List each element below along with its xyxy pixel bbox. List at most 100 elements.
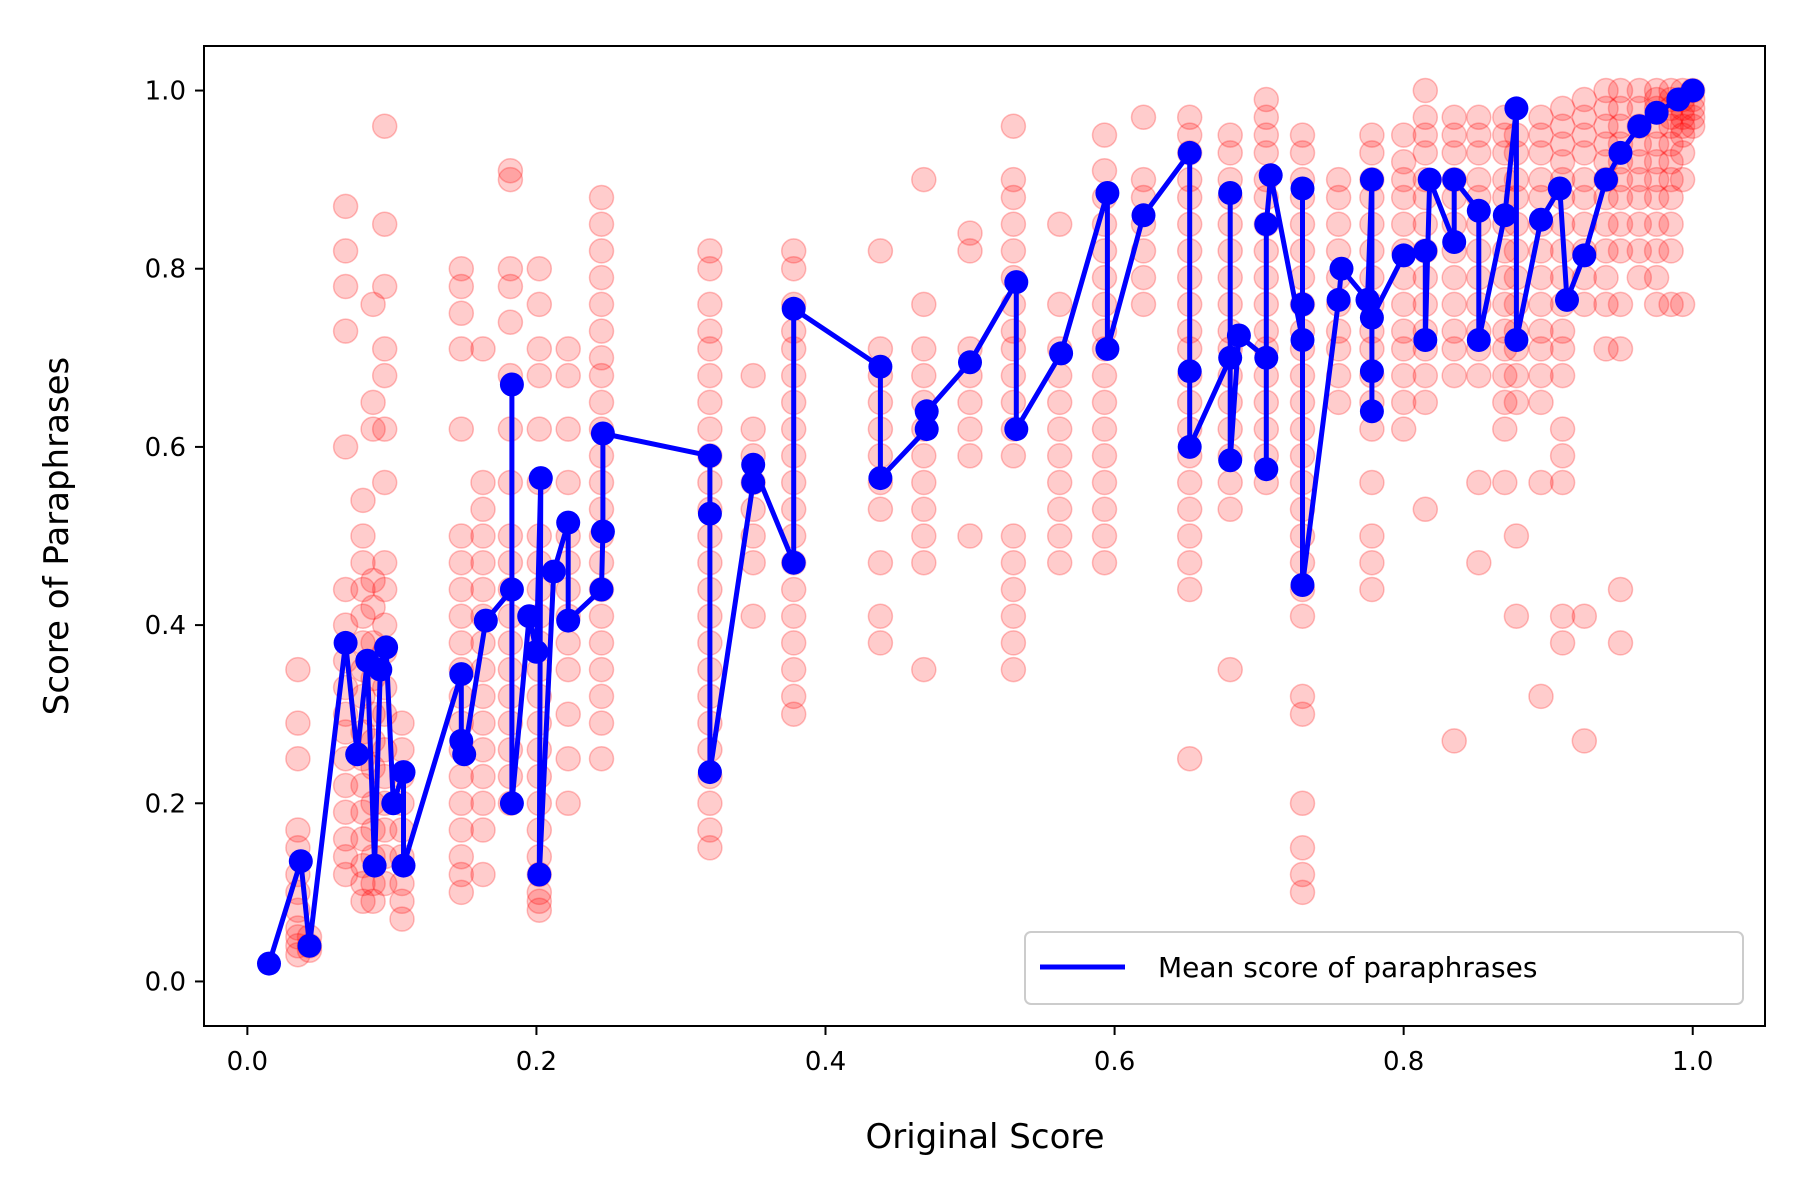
scatter-point: [350, 549, 376, 576]
scatter-point: [588, 184, 615, 211]
scatter-point: [1549, 443, 1576, 469]
mean-point: [1359, 359, 1384, 384]
scatter-point: [1390, 389, 1417, 416]
scatter-point: [1253, 140, 1280, 166]
scatter-point: [1176, 745, 1203, 772]
scatter-point: [911, 336, 937, 362]
mean-point: [257, 951, 281, 976]
mean-point: [1417, 167, 1442, 192]
scatter-point: [867, 630, 894, 656]
scatter-point: [1528, 140, 1554, 166]
scatter-point: [526, 416, 553, 442]
mean-point: [1594, 167, 1618, 192]
scatter-point: [1130, 104, 1157, 131]
mean-point: [381, 791, 406, 816]
scatter-point: [470, 469, 496, 496]
scatter-point: [1503, 523, 1530, 549]
scatter-point: [911, 549, 937, 576]
mean-point: [868, 354, 893, 379]
scatter-point: [1046, 469, 1073, 496]
scatter-point: [1607, 95, 1634, 122]
scatter-point: [1658, 184, 1684, 211]
scatter-point: [1091, 122, 1118, 148]
scatter-point: [1658, 211, 1684, 237]
scatter-point: [957, 523, 983, 549]
mean-point: [1413, 238, 1438, 263]
scatter-point: [1441, 264, 1467, 291]
mean-point: [1004, 417, 1029, 442]
scatter-point: [1412, 140, 1439, 166]
mean-point: [741, 452, 766, 477]
mean-point: [1131, 203, 1156, 228]
mean-point: [697, 443, 722, 468]
scatter-point: [350, 523, 376, 549]
scatter-point: [1412, 77, 1439, 104]
mean-point: [374, 635, 399, 660]
scatter-point: [448, 817, 475, 843]
scatter-point: [1626, 77, 1653, 104]
mean-point: [449, 662, 474, 687]
scatter-point: [1643, 291, 1670, 318]
mean-point: [524, 639, 549, 664]
scatter-point: [285, 817, 311, 843]
scatter-point: [360, 291, 386, 318]
scatter-point: [1643, 149, 1670, 175]
scatter-point: [911, 362, 937, 389]
scatter-point: [555, 336, 581, 362]
scatter-point: [867, 238, 894, 264]
scatter-point: [867, 496, 894, 523]
mean-point: [914, 417, 939, 442]
scatter-point: [1000, 603, 1027, 629]
mean-point: [781, 550, 806, 575]
scatter-point: [1091, 362, 1118, 389]
scatter-point: [697, 318, 723, 344]
mean-point: [1004, 270, 1029, 295]
scatter-point: [1528, 683, 1554, 710]
scatter-point: [470, 817, 496, 843]
scatter-point: [1571, 603, 1598, 629]
scatter-point: [1325, 184, 1352, 211]
mean-point: [1547, 176, 1572, 201]
scatter-point: [1091, 291, 1118, 318]
scatter-point: [1492, 416, 1518, 442]
scatter-point: [588, 389, 615, 416]
scatter-point: [1441, 728, 1467, 754]
scatter-point: [1643, 131, 1670, 157]
scatter-point: [497, 157, 524, 184]
scatter-point: [360, 567, 386, 594]
scatter-point: [1549, 416, 1576, 442]
scatter-point: [448, 843, 475, 870]
scatter-point: [588, 362, 615, 389]
mean-point: [1442, 167, 1467, 192]
scatter-point: [1390, 362, 1417, 389]
y-tick-label: 0.6: [145, 433, 186, 463]
mean-point: [1492, 203, 1517, 228]
scatter-point: [1571, 86, 1598, 113]
scatter-point: [526, 336, 553, 362]
scatter-point: [1528, 389, 1554, 416]
scatter-point: [588, 238, 615, 264]
scatter-point: [957, 238, 983, 264]
scatter-point: [1000, 211, 1027, 237]
scatter-point: [1176, 523, 1203, 549]
mean-point: [1226, 323, 1251, 348]
scatter-point: [1643, 211, 1670, 237]
scatter-point: [448, 273, 475, 300]
scatter-point: [1359, 140, 1385, 166]
scatter-point: [555, 469, 581, 496]
mean-point: [541, 559, 566, 584]
scatter-point: [332, 772, 359, 799]
mean-point: [288, 849, 313, 874]
scatter-point: [470, 523, 496, 549]
scatter-point: [1549, 362, 1576, 389]
x-tick-label: 0.4: [805, 1047, 846, 1077]
scatter-point: [1549, 95, 1576, 122]
scatter-point: [697, 255, 723, 282]
scatter-point: [285, 656, 311, 683]
scatter-point: [1441, 336, 1467, 362]
scatter-point: [1289, 790, 1316, 817]
scatter-point: [497, 166, 524, 193]
scatter-point: [1643, 238, 1670, 264]
scatter-point: [371, 549, 398, 576]
scatter-point: [332, 861, 359, 888]
